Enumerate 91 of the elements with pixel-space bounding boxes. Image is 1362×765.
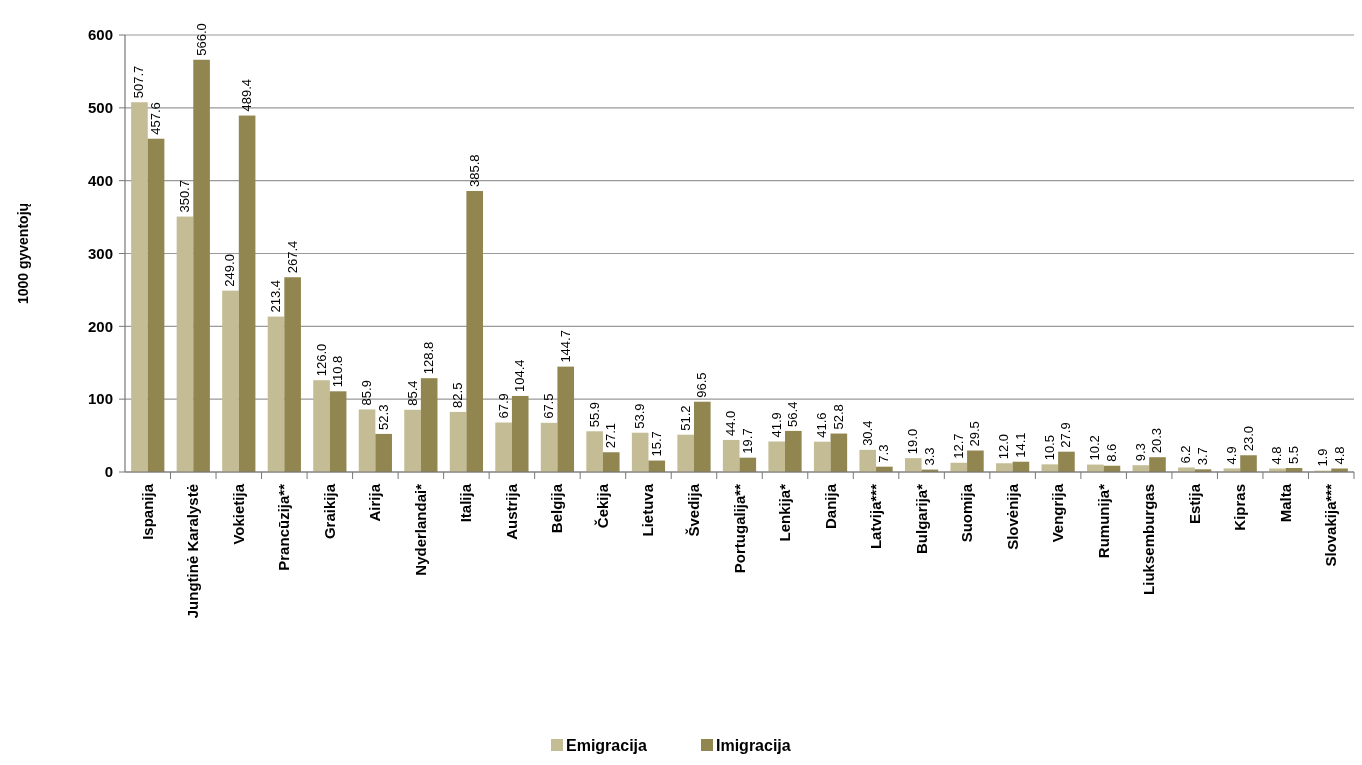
data-label: 507.7 xyxy=(131,65,147,99)
data-label: 267.4 xyxy=(284,240,300,274)
data-label: 10.5 xyxy=(1041,435,1057,461)
x-tick-label: Slovakija*** xyxy=(1322,483,1340,567)
data-label: 29.5 xyxy=(967,421,983,447)
data-label: 67.5 xyxy=(541,393,557,419)
data-label: 7.3 xyxy=(876,444,892,463)
data-label: 30.4 xyxy=(859,420,875,446)
x-tick-label: Ispanija xyxy=(138,483,156,540)
x-tick-label: Lenkija* xyxy=(776,483,794,542)
data-label: 52.3 xyxy=(375,404,391,430)
x-tick-label: Liuksemburgas xyxy=(1140,484,1158,595)
y-tick-label: 400 xyxy=(87,171,113,189)
data-label: 8.6 xyxy=(1103,443,1119,462)
x-tick-label: Austrija xyxy=(502,483,520,540)
x-tick-label: Latvija*** xyxy=(867,483,885,550)
data-label: 85.9 xyxy=(359,380,375,406)
x-tick-label: Švedija xyxy=(684,483,702,537)
x-tick-label: Rumunija* xyxy=(1094,483,1112,559)
data-label: 3.7 xyxy=(1194,447,1210,466)
y-tick-label: 300 xyxy=(87,244,113,262)
data-label: 55.9 xyxy=(586,401,602,428)
x-tick-label: Vokietija xyxy=(229,483,247,545)
data-label: 110.8 xyxy=(330,355,346,388)
data-label: 12.7 xyxy=(950,433,966,459)
data-label: 19.7 xyxy=(739,428,755,454)
y-tick-label: 600 xyxy=(87,26,113,44)
x-tick-label: Vengrija xyxy=(1049,483,1067,543)
x-tick-label: Slovėnija xyxy=(1003,483,1021,550)
y-tick-label: 100 xyxy=(87,390,113,408)
data-label: 96.5 xyxy=(694,372,710,398)
data-label: 53.9 xyxy=(632,403,648,429)
data-label: 27.9 xyxy=(1058,422,1074,448)
data-label: 9.3 xyxy=(1132,443,1148,462)
x-tick-label: Graikija xyxy=(320,483,338,540)
legend-label: Imigracija xyxy=(716,737,791,754)
legend-label: Emigracija xyxy=(566,737,648,754)
x-tick-label: Portugalija** xyxy=(730,483,748,574)
y-tick-label: 200 xyxy=(87,317,113,335)
data-label: 10.2 xyxy=(1087,435,1103,461)
data-label: 128.8 xyxy=(421,341,437,375)
x-tick-label: Bulgarija* xyxy=(912,483,930,555)
data-label: 14.1 xyxy=(1012,432,1028,458)
data-label: 20.3 xyxy=(1149,427,1165,454)
data-label: 213.4 xyxy=(268,280,284,313)
data-label: 51.2 xyxy=(677,405,693,431)
data-label: 5.5 xyxy=(1286,445,1302,464)
x-tick-label: Malta xyxy=(1276,483,1294,523)
data-label: 350.7 xyxy=(176,180,192,213)
data-label: 82.5 xyxy=(450,382,466,408)
data-label: 6.2 xyxy=(1178,445,1194,464)
x-tick-label: Čekija xyxy=(593,483,611,529)
data-label: 4.8 xyxy=(1269,446,1285,465)
data-label: 566.0 xyxy=(193,23,209,56)
data-label: 104.4 xyxy=(512,359,528,392)
data-label: 27.1 xyxy=(603,422,619,449)
x-tick-label: Jungtinė Karalystė xyxy=(184,484,202,619)
x-tick-label: Lietuva xyxy=(639,483,657,537)
data-label: 249.0 xyxy=(222,254,238,287)
data-label: 457.6 xyxy=(148,102,164,135)
data-label: 41.9 xyxy=(768,412,784,438)
x-tick-label: Danija xyxy=(821,483,839,530)
x-tick-label: Belgija xyxy=(548,483,566,534)
data-label: 85.4 xyxy=(404,380,420,406)
data-label: 4.8 xyxy=(1331,446,1347,465)
data-label: 385.8 xyxy=(466,154,482,188)
data-label: 126.0 xyxy=(313,343,329,377)
x-tick-label: Nyderlandai* xyxy=(411,483,429,576)
data-label: 41.6 xyxy=(814,412,830,438)
data-label: 52.8 xyxy=(830,404,846,430)
x-tick-label: Estija xyxy=(1185,483,1203,525)
data-label: 3.3 xyxy=(921,447,937,466)
x-tick-label: Prancūzija** xyxy=(275,483,293,571)
data-label: 67.9 xyxy=(495,393,511,419)
y-tick-label: 0 xyxy=(104,463,113,481)
data-label: 15.7 xyxy=(648,431,664,457)
data-label: 44.0 xyxy=(723,410,739,436)
x-tick-label: Suomija xyxy=(958,483,976,543)
y-tick-label: 500 xyxy=(87,99,113,117)
data-label: 1.9 xyxy=(1314,448,1330,467)
data-label: 56.4 xyxy=(785,401,801,427)
x-tick-label: Airija xyxy=(366,483,384,522)
data-label: 4.9 xyxy=(1223,446,1239,465)
x-tick-label: Italija xyxy=(457,483,475,523)
data-label: 144.7 xyxy=(557,330,573,363)
y-axis-title: 1000 gyventojų xyxy=(15,202,31,305)
data-label: 23.0 xyxy=(1240,425,1256,452)
data-label: 489.4 xyxy=(239,79,255,112)
data-label: 12.0 xyxy=(996,433,1012,460)
data-label: 19.0 xyxy=(905,428,921,455)
x-tick-label: Kipras xyxy=(1231,484,1249,531)
